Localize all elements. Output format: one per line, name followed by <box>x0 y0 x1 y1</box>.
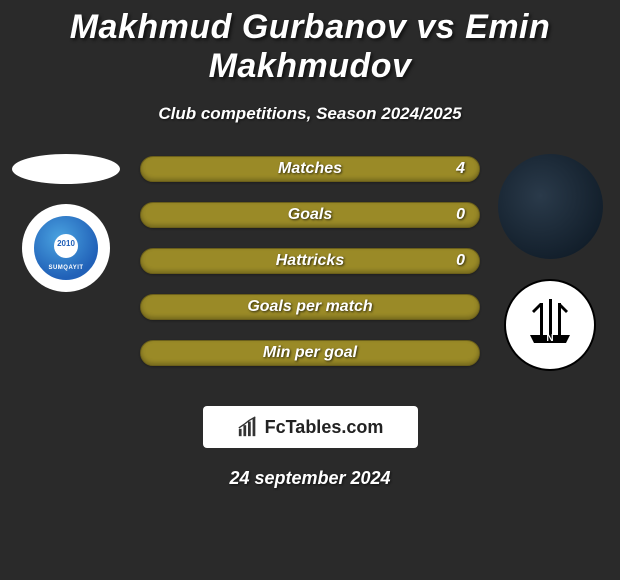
brand-box: FcTables.com <box>203 406 418 448</box>
player-avatar-right <box>498 154 603 259</box>
club-badge-right: N <box>504 279 596 371</box>
club-badge-left-year: 2010 <box>57 240 75 249</box>
stat-value: 0 <box>456 252 465 270</box>
brand-text: FcTables.com <box>265 417 384 438</box>
stat-bar-min-per-goal: Min per goal <box>140 340 480 366</box>
club-badge-left: 2010 SUMQAYIT <box>22 204 110 292</box>
left-player-column: 2010 SUMQAYIT <box>6 154 126 292</box>
chart-icon <box>237 416 259 438</box>
date-label: 24 september 2024 <box>0 468 620 489</box>
club-badge-right-letter: N <box>546 333 553 344</box>
stat-label: Matches <box>278 160 342 178</box>
comparison-card: Makhmud Gurbanov vs Emin Makhmudov Club … <box>0 0 620 580</box>
player-avatar-left <box>12 154 120 184</box>
stat-bars: Matches 4 Goals 0 Hattricks 0 Goals per … <box>140 156 480 386</box>
stat-value: 0 <box>456 206 465 224</box>
club-badge-right-icon: N <box>520 295 580 355</box>
club-badge-left-inner: 2010 SUMQAYIT <box>30 212 102 284</box>
club-badge-left-name: SUMQAYIT <box>48 265 83 272</box>
right-player-column: N <box>490 154 610 371</box>
stats-area: 2010 SUMQAYIT N Matche <box>0 154 620 394</box>
stat-label: Goals per match <box>247 298 372 316</box>
stat-bar-goals: Goals 0 <box>140 202 480 228</box>
stat-bar-goals-per-match: Goals per match <box>140 294 480 320</box>
subtitle: Club competitions, Season 2024/2025 <box>0 104 620 124</box>
stat-label: Min per goal <box>263 344 357 362</box>
stat-value: 4 <box>456 160 465 178</box>
stat-bar-hattricks: Hattricks 0 <box>140 248 480 274</box>
page-title: Makhmud Gurbanov vs Emin Makhmudov <box>0 0 620 86</box>
stat-label: Hattricks <box>276 252 344 270</box>
stat-label: Goals <box>288 206 332 224</box>
stat-bar-matches: Matches 4 <box>140 156 480 182</box>
